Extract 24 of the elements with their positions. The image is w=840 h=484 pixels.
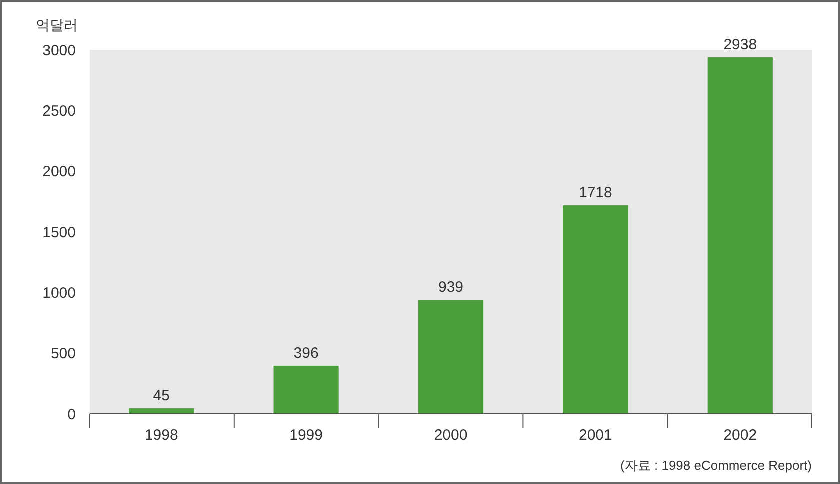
bar <box>418 300 484 414</box>
x-tick-label: 2002 <box>724 427 758 444</box>
y-tick-label: 500 <box>50 346 76 363</box>
y-tick-label: 0 <box>68 406 76 424</box>
data-label: 2938 <box>724 36 758 54</box>
y-tick-label: 1000 <box>42 284 76 302</box>
y-tick-label: 3000 <box>42 42 76 60</box>
bar <box>563 206 628 414</box>
bar <box>129 408 194 414</box>
y-axis-title: 억달러 <box>36 17 78 33</box>
data-label: 1718 <box>579 184 612 202</box>
data-label: 45 <box>153 388 170 405</box>
bar <box>274 366 339 414</box>
x-tick-label: 2001 <box>579 427 612 444</box>
x-tick-label: 1998 <box>144 427 178 444</box>
bar <box>708 58 773 414</box>
y-tick-label: 2000 <box>42 164 76 181</box>
data-label: 939 <box>438 279 464 296</box>
y-tick-label: 1500 <box>42 224 76 242</box>
x-tick-label: 2000 <box>434 427 468 444</box>
data-label: 396 <box>294 344 319 362</box>
x-tick-label: 1999 <box>290 427 323 444</box>
y-tick-label: 2500 <box>42 102 76 120</box>
text: (자료 : 1998 eCommerce Report) <box>620 458 812 473</box>
